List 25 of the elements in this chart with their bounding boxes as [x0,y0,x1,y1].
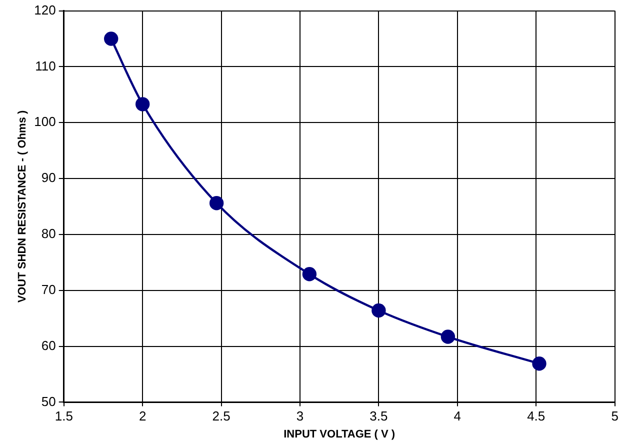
point [372,303,386,318]
y-tick-label: 80 [41,226,56,242]
x-axis-title: INPUT VOLTAGE ( V ) [284,428,396,440]
point [440,330,456,344]
x-tick-label: 3 [296,408,304,424]
y-tick-label: 120 [34,2,56,18]
point [532,356,546,371]
y-tick-label: 60 [41,338,56,353]
y-tick-label: 100 [34,114,56,130]
point [302,267,317,282]
x-tick-label: 4 [454,408,462,424]
y-tick-label: 70 [41,282,56,297]
point [135,97,150,112]
x-tick-label: 5 [611,408,618,424]
x-tick-label: 4.5 [527,408,546,424]
x-tick-label: 1.5 [54,408,73,424]
x-tick-label: 3.5 [370,408,388,424]
point [209,196,224,210]
y-tick-label: 90 [41,170,56,186]
point [104,32,118,46]
y-tick-label: 50 [41,394,56,409]
x-tick-label: 2 [138,408,146,424]
y-axis-title: VOUT SHDN RESISTANCE - ( Ohms ) [16,110,29,303]
y-tick-label: 110 [35,58,56,74]
x-tick-label: 2.5 [212,408,230,424]
